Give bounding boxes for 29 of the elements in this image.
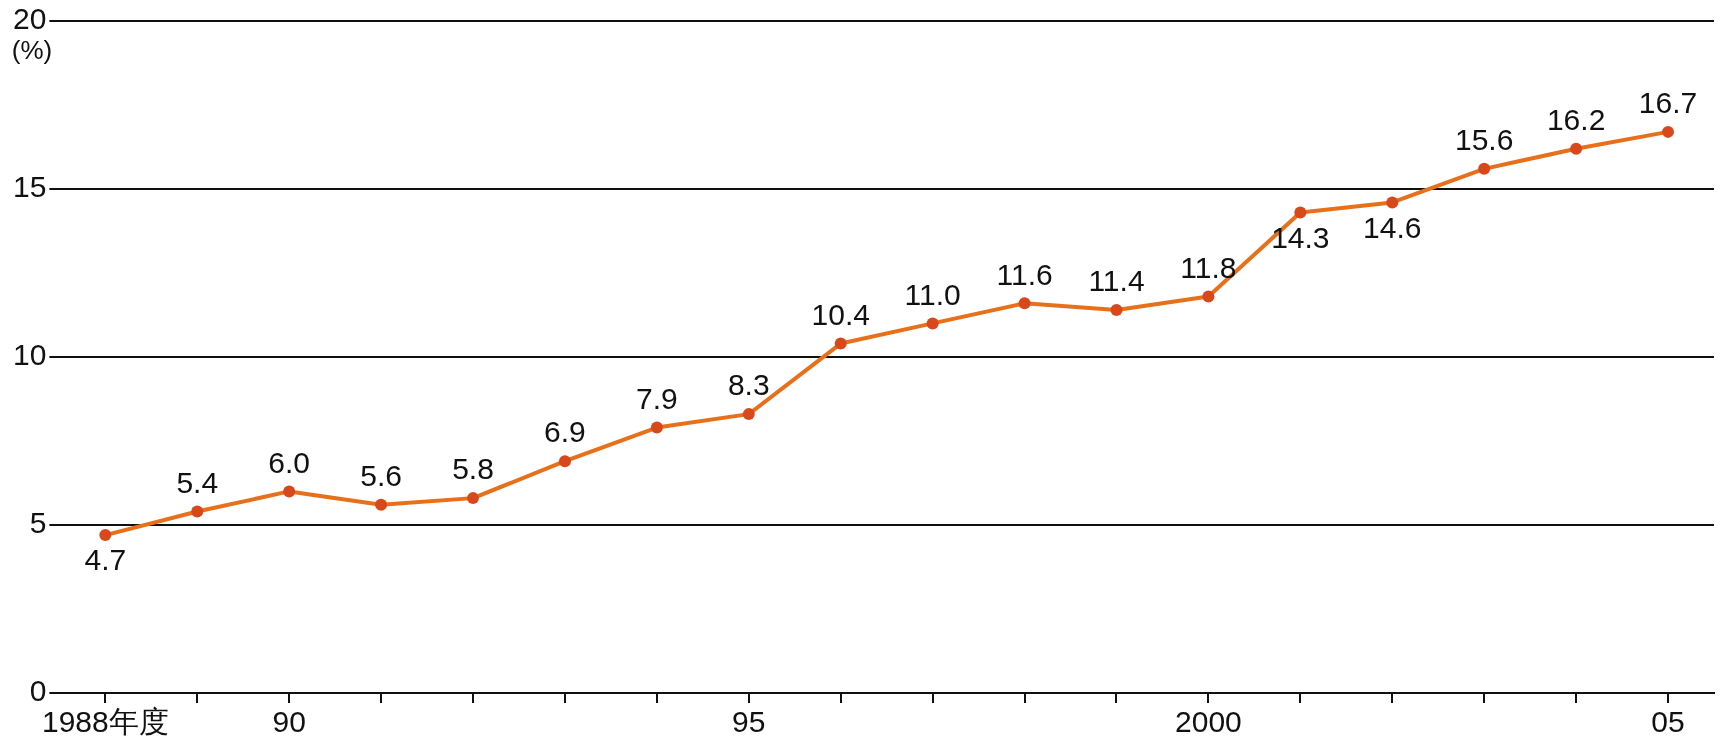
data-label: 7.9	[636, 381, 678, 415]
data-label: 16.2	[1546, 102, 1606, 136]
x-tick-label: 1988年度	[41, 705, 169, 739]
y-tick-label: 10	[12, 338, 47, 372]
data-label: 5.4	[176, 465, 219, 499]
x-tick-label: 2000	[1175, 705, 1242, 739]
data-label: 5.6	[360, 459, 402, 493]
data-label: 8.3	[727, 368, 770, 402]
data-label: 10.4	[811, 297, 870, 331]
x-tick-label: 05	[1651, 705, 1685, 739]
data-label: 6.9	[544, 415, 586, 449]
data-label: 4.7	[84, 543, 127, 577]
y-tick-label: 5	[29, 506, 47, 540]
x-tick-label: 95	[732, 705, 766, 739]
data-label: 11.8	[1180, 250, 1237, 284]
data-label: 15.6	[1454, 123, 1514, 157]
data-label: 11.4	[1088, 264, 1145, 298]
data-label: 11.6	[996, 257, 1053, 291]
y-axis-title: (%)	[11, 35, 53, 66]
y-tick-label: 20	[12, 2, 47, 36]
data-label: 16.7	[1638, 86, 1698, 120]
data-label: 5.8	[452, 452, 494, 486]
data-label: 11.0	[904, 277, 961, 311]
y-tick-label: 15	[12, 170, 47, 204]
y-tick-label: 0	[29, 674, 47, 708]
data-label: 14.3	[1271, 220, 1330, 254]
data-label: 14.6	[1363, 210, 1422, 244]
data-label: 6.0	[268, 445, 311, 479]
x-tick-label: 90	[272, 705, 306, 739]
